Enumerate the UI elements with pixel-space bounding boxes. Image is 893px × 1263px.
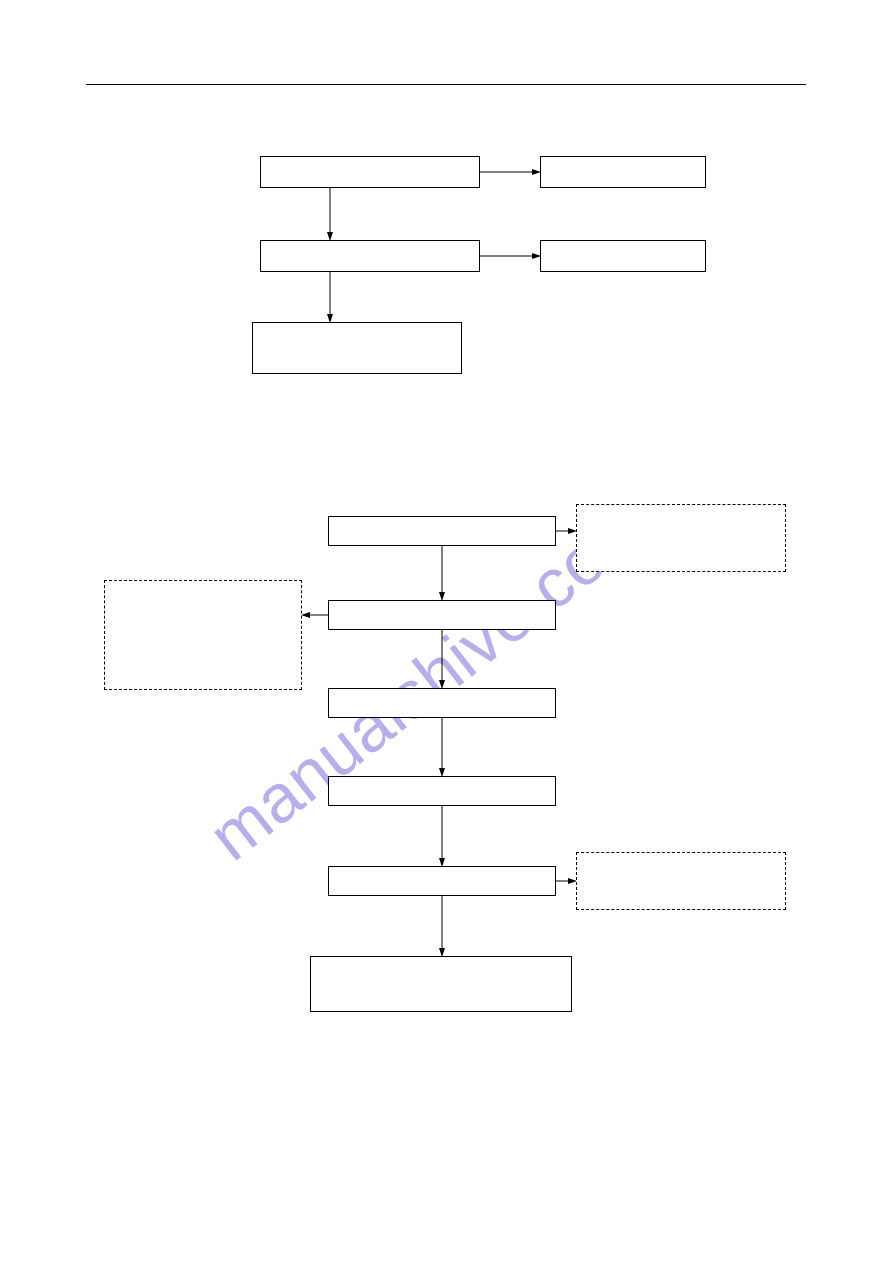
flowchart1-node-f1d: [540, 240, 706, 272]
flowchart1-node-f1a: [260, 156, 480, 188]
flowchart2-node-f2f: [310, 956, 572, 1012]
top-rule: [86, 84, 806, 85]
page: manualshive.com: [0, 0, 893, 1263]
flowchart1-node-f1c: [260, 240, 480, 272]
flowchart2-node-f2r1: [576, 504, 786, 572]
flowchart2-node-f2d: [328, 776, 556, 806]
flowchart1-node-f1e: [252, 322, 462, 374]
flowchart2-node-f2l1: [104, 580, 302, 690]
flowchart2-node-f2e: [328, 866, 556, 896]
flowchart2-node-f2b: [328, 600, 556, 630]
flowchart2-node-f2a: [328, 516, 556, 546]
flowchart1-node-f1b: [540, 156, 706, 188]
flowchart2-node-f2c: [328, 688, 556, 718]
flowchart2-node-f2r2: [576, 852, 786, 910]
